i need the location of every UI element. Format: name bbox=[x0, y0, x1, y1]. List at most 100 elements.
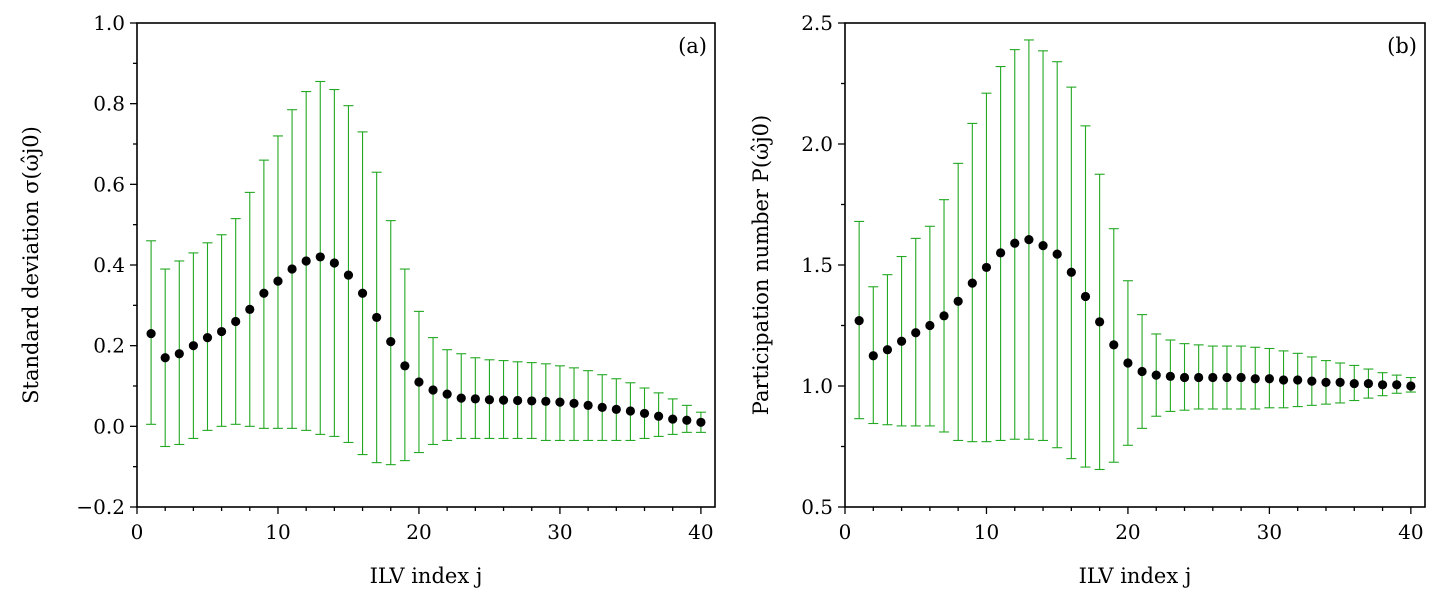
data-points bbox=[854, 234, 1416, 391]
y-axis: 0.5 1.0 1.5 2.0 2.5 bbox=[801, 11, 845, 519]
data-point bbox=[442, 389, 452, 399]
data-point bbox=[555, 397, 565, 407]
data-point bbox=[357, 288, 368, 298]
data-point bbox=[1095, 317, 1105, 327]
data-point bbox=[1066, 267, 1076, 277]
data-point bbox=[1335, 377, 1345, 387]
x-tick-label: 40 bbox=[688, 520, 713, 544]
y-tick-label: −0.2 bbox=[76, 495, 125, 519]
panel-a: 0 10 20 30 40 −0.2 0.0 0.2 0.4 0.6 0.8 1.0 ILV index… bbox=[19, 11, 716, 588]
x-tick-label: 20 bbox=[1115, 520, 1140, 544]
data-point bbox=[456, 393, 466, 403]
y-tick-label: 0.8 bbox=[93, 92, 125, 116]
data-point bbox=[484, 395, 495, 405]
data-point bbox=[625, 406, 636, 416]
data-point bbox=[981, 262, 992, 273]
data-point bbox=[541, 396, 551, 406]
y-axis-label: Participation number P(ω̂j0) bbox=[749, 115, 773, 415]
axes-frame bbox=[844, 22, 1426, 508]
data-point bbox=[925, 320, 935, 331]
data-point bbox=[583, 400, 593, 410]
x-tick-label: 0 bbox=[131, 520, 144, 544]
y-axis: −0.2 0.0 0.2 0.4 0.6 0.8 1.0 bbox=[76, 11, 137, 519]
data-point bbox=[1363, 378, 1374, 389]
data-point bbox=[329, 258, 339, 268]
panel-b: 0 10 20 30 40 0.5 1.0 1.5 2.0 2.5 ILV index j Parti… bbox=[749, 11, 1426, 588]
data-point bbox=[160, 353, 170, 363]
y-tick-label: 0.0 bbox=[93, 414, 125, 438]
data-point bbox=[1321, 377, 1331, 387]
x-tick-label: 30 bbox=[547, 520, 572, 544]
data-point bbox=[1024, 234, 1034, 245]
data-point bbox=[639, 408, 650, 419]
data-point bbox=[386, 337, 396, 347]
data-point bbox=[1010, 238, 1020, 248]
data-point bbox=[911, 328, 921, 338]
x-axis-label: ILV index j bbox=[1079, 564, 1192, 588]
data-point bbox=[513, 395, 523, 406]
x-axis: 0 10 20 30 40 bbox=[839, 507, 1424, 544]
x-axis: 0 10 20 30 40 bbox=[131, 507, 714, 544]
data-point bbox=[202, 333, 213, 343]
data-point bbox=[1307, 376, 1317, 386]
x-tick-label: 30 bbox=[1257, 520, 1282, 544]
data-point bbox=[1278, 375, 1289, 385]
data-point bbox=[868, 351, 878, 361]
x-tick-label: 20 bbox=[406, 520, 431, 544]
data-point bbox=[372, 312, 382, 323]
y-tick-label: 0.4 bbox=[93, 253, 125, 277]
y-tick-label: 2.0 bbox=[801, 132, 833, 156]
x-tick-label: 10 bbox=[974, 520, 999, 544]
y-tick-label: 0.2 bbox=[93, 334, 125, 358]
data-point bbox=[1406, 381, 1416, 391]
data-point bbox=[527, 396, 537, 406]
error-bars bbox=[146, 80, 706, 466]
data-point bbox=[1151, 370, 1161, 380]
data-point bbox=[315, 252, 325, 262]
data-point bbox=[1080, 291, 1091, 302]
data-point bbox=[854, 316, 864, 326]
data-point bbox=[967, 278, 977, 288]
x-tick-label: 40 bbox=[1398, 520, 1423, 544]
data-point bbox=[1377, 380, 1388, 390]
data-point bbox=[953, 296, 963, 306]
data-point bbox=[1194, 372, 1204, 383]
data-point bbox=[287, 264, 297, 274]
y-tick-label: 2.5 bbox=[801, 11, 833, 35]
data-point bbox=[273, 276, 283, 286]
data-point bbox=[216, 326, 227, 337]
data-point bbox=[1264, 374, 1274, 384]
data-point bbox=[1137, 366, 1147, 377]
y-tick-label: 0.5 bbox=[801, 495, 833, 519]
data-point bbox=[1392, 380, 1402, 390]
data-point bbox=[896, 336, 907, 346]
panel-label: (b) bbox=[1387, 34, 1417, 58]
data-point bbox=[1208, 372, 1218, 383]
data-point bbox=[1250, 374, 1260, 384]
x-axis-label: ILV index j bbox=[370, 564, 483, 588]
data-point bbox=[682, 415, 692, 425]
data-point bbox=[1052, 249, 1062, 259]
data-point bbox=[174, 349, 184, 359]
data-point bbox=[696, 417, 706, 427]
y-tick-label: 0.6 bbox=[93, 172, 125, 196]
data-point bbox=[146, 328, 156, 339]
data-point bbox=[414, 377, 424, 387]
data-point bbox=[939, 311, 949, 321]
data-point bbox=[343, 270, 354, 280]
data-point bbox=[654, 411, 664, 421]
data-point bbox=[1222, 372, 1232, 383]
data-point bbox=[1038, 241, 1048, 251]
data-point bbox=[569, 398, 579, 408]
data-point bbox=[1179, 372, 1190, 383]
data-point bbox=[428, 385, 438, 395]
x-tick-label: 0 bbox=[839, 520, 852, 544]
data-point bbox=[245, 304, 255, 314]
data-point bbox=[1165, 371, 1175, 381]
data-point bbox=[301, 256, 311, 266]
data-point bbox=[1123, 358, 1133, 368]
data-point bbox=[1236, 372, 1246, 383]
x-tick-label: 10 bbox=[265, 520, 290, 544]
